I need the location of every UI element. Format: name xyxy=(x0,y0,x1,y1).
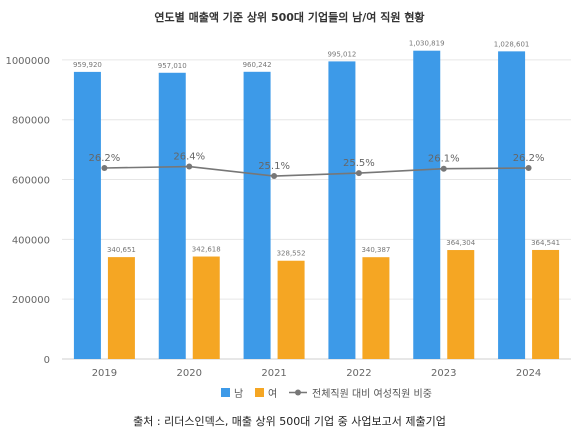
bar-female xyxy=(362,257,390,359)
bar-female xyxy=(532,249,560,359)
bar-male xyxy=(73,71,101,359)
y-tick-label: 1000000 xyxy=(5,56,50,67)
y-tick-label: 0 xyxy=(44,355,50,366)
y-tick-label: 800000 xyxy=(12,116,50,127)
data-label-female: 342,618 xyxy=(192,246,221,254)
line-point xyxy=(271,173,278,180)
bar-female xyxy=(277,260,305,359)
y-tick-label: 600000 xyxy=(12,176,50,187)
data-label-male: 1,030,819 xyxy=(409,40,445,48)
line-series-path xyxy=(104,165,529,177)
bar-male xyxy=(243,71,271,359)
chart-title: 연도별 매출액 기준 상위 500대 기업들의 남/여 직원 현황 xyxy=(154,11,425,24)
line-point xyxy=(525,165,532,172)
line-point-label: 25.5% xyxy=(343,158,375,169)
legend-swatch-male xyxy=(221,388,230,397)
line-point xyxy=(440,165,447,172)
line-point xyxy=(355,170,362,177)
line-point-label: 26.4% xyxy=(173,152,205,163)
line-point-label: 25.1% xyxy=(258,161,290,172)
bar-female xyxy=(192,256,220,359)
legend-label-female: 여 xyxy=(268,388,277,400)
x-tick-label: 2023 xyxy=(431,368,456,379)
data-label-male: 960,242 xyxy=(243,61,272,69)
y-tick-label: 400000 xyxy=(12,235,50,246)
line-point xyxy=(101,165,108,172)
line-point xyxy=(186,163,193,170)
data-label-male: 995,012 xyxy=(327,50,356,58)
x-tick-label: 2022 xyxy=(346,368,371,379)
bar-male xyxy=(413,50,441,359)
legend-label-male: 남 xyxy=(234,388,243,400)
bar-female xyxy=(447,250,475,359)
line-point-label: 26.1% xyxy=(428,154,460,165)
bar-male xyxy=(498,51,526,359)
bar-male xyxy=(158,72,186,360)
data-label-female: 364,304 xyxy=(446,239,475,247)
data-label-female: 340,651 xyxy=(107,246,136,254)
data-label-male: 1,028,601 xyxy=(494,40,530,48)
data-label-female: 328,552 xyxy=(277,250,306,258)
x-tick-label: 2019 xyxy=(92,368,117,379)
data-label-female: 340,387 xyxy=(361,246,390,254)
data-label-male: 959,920 xyxy=(73,61,102,69)
bar-female xyxy=(107,257,135,359)
x-tick-label: 2021 xyxy=(261,368,286,379)
x-tick-label: 2020 xyxy=(177,368,202,379)
data-label-male: 957,010 xyxy=(158,62,187,70)
bar-male xyxy=(328,61,356,360)
y-tick-label: 200000 xyxy=(12,295,50,306)
source-note: 출처 : 리더스인덱스, 매출 상위 500대 기업 중 사업보고서 제출기업 xyxy=(133,415,446,428)
line-point-label: 26.2% xyxy=(513,153,545,164)
line-point-label: 26.2% xyxy=(89,153,121,164)
data-label-female: 364,541 xyxy=(531,239,560,247)
legend-swatch-female xyxy=(255,388,264,397)
x-tick-label: 2024 xyxy=(516,368,541,379)
legend-line-marker xyxy=(295,389,301,396)
legend-label-line: 전체직원 대비 여성직원 비중 xyxy=(312,388,432,400)
